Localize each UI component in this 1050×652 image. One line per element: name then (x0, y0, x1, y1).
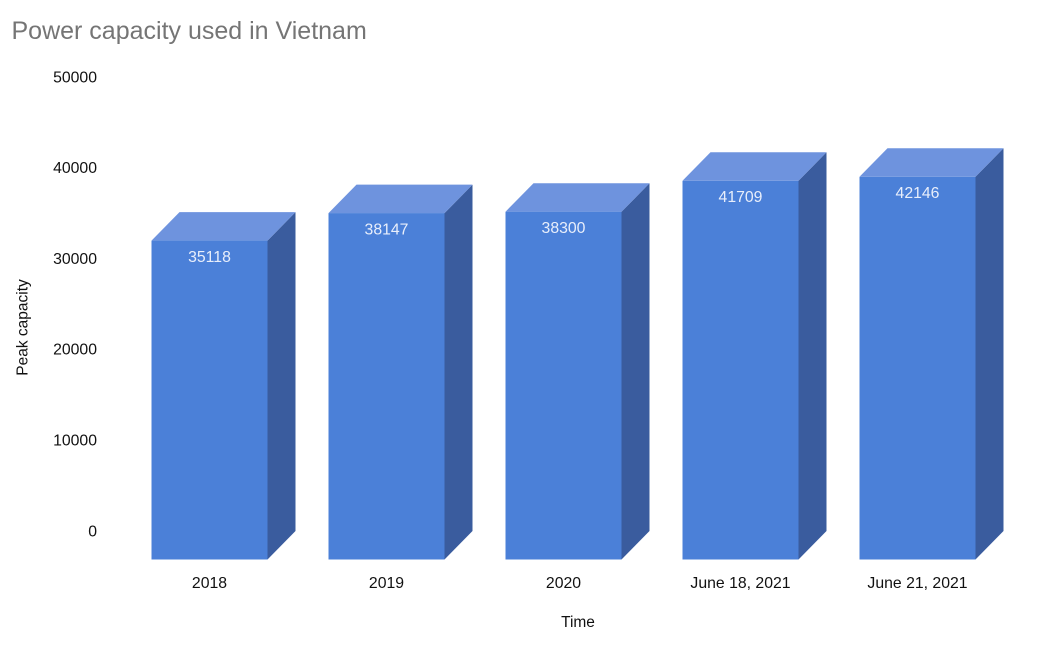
svg-text:35118: 35118 (188, 249, 231, 266)
svg-text:30000: 30000 (53, 251, 97, 268)
svg-text:June 18, 2021: June 18, 2021 (690, 575, 790, 592)
svg-text:2018: 2018 (192, 575, 227, 592)
svg-text:Peak capacity: Peak capacity (15, 279, 32, 376)
svg-text:10000: 10000 (53, 433, 97, 450)
svg-text:Power capacity used in Vietnam: Power capacity used in Vietnam (12, 17, 367, 45)
svg-text:20000: 20000 (53, 342, 97, 359)
svg-text:40000: 40000 (53, 160, 97, 177)
svg-text:38147: 38147 (365, 221, 409, 238)
svg-text:41709: 41709 (719, 189, 763, 206)
svg-text:50000: 50000 (53, 69, 97, 86)
svg-text:0: 0 (88, 523, 97, 540)
svg-text:38300: 38300 (542, 220, 586, 237)
svg-text:2019: 2019 (369, 575, 404, 592)
svg-text:Time: Time (561, 614, 595, 631)
svg-text:June 21, 2021: June 21, 2021 (867, 575, 967, 592)
svg-text:2020: 2020 (546, 575, 581, 592)
svg-text:42146: 42146 (896, 185, 940, 202)
